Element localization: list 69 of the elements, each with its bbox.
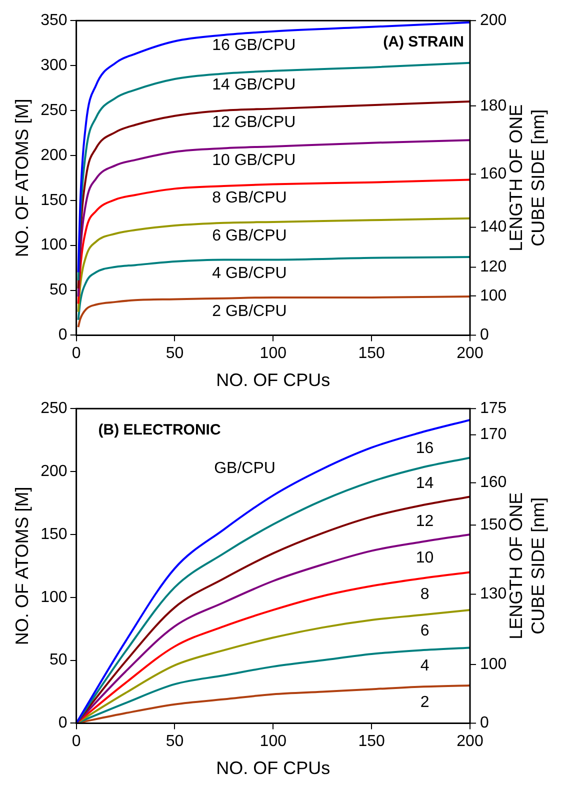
- x-tick-label: 150: [358, 733, 386, 750]
- x-tick-label: 50: [166, 733, 184, 750]
- series-label: 8 GB/CPU: [212, 190, 287, 207]
- y-tick-label: 50: [50, 652, 68, 669]
- text: 140: [480, 218, 507, 236]
- text: 0: [480, 714, 489, 732]
- y-tick-label: 250: [40, 400, 68, 418]
- text: 120: [480, 258, 507, 276]
- text: (A) STRAIN: [383, 34, 464, 51]
- series-label: 10: [416, 549, 434, 566]
- line-series: [77, 178, 470, 305]
- series-label: 6: [420, 622, 430, 640]
- text: 160: [480, 474, 507, 492]
- series-label: 6 GB/CPU: [212, 227, 287, 244]
- text: (B) ELECTRONIC: [98, 422, 221, 439]
- series-label: 10 GB/CPU: [212, 152, 296, 169]
- y-tick-label: 100: [40, 236, 68, 254]
- series-label: 16 GB/CPU: [212, 36, 296, 54]
- line-series: [77, 100, 470, 290]
- line-series: [77, 139, 470, 298]
- text: 100: [480, 656, 507, 673]
- text: 150: [480, 516, 507, 534]
- y-tick-label: 200: [40, 146, 68, 164]
- y-tick-label: 0: [58, 714, 68, 732]
- x-tick-label: 0: [72, 733, 81, 750]
- y-tick-label: 100: [40, 588, 68, 606]
- text: 170: [480, 426, 507, 444]
- series-label: 14: [416, 475, 434, 492]
- x-tick-label: 100: [260, 733, 287, 750]
- y-tick-label: 300: [40, 56, 68, 74]
- y2-axis-title: LENGTH OF ONE CUBE SIDE [nm]: [506, 104, 548, 252]
- text: 0: [480, 326, 489, 344]
- y-tick-label: 350: [40, 12, 68, 30]
- y-tick-label: 250: [40, 102, 68, 119]
- series-label: 2 GB/CPU: [212, 302, 287, 320]
- annotation: GB/CPU: [214, 460, 276, 478]
- y-tick-label: 150: [40, 192, 68, 209]
- series-label: 16: [416, 440, 434, 457]
- text: 160: [480, 166, 507, 183]
- x-tick-label: 50: [166, 345, 184, 362]
- series-label: 12: [416, 512, 434, 530]
- text: 200: [480, 12, 507, 30]
- x-tick-label: 0: [72, 345, 81, 362]
- y-tick-label: 0: [58, 326, 68, 344]
- series-label: 14 GB/CPU: [212, 76, 296, 94]
- y-axis-title: NO. OF ATOMS [M]: [12, 98, 32, 258]
- y-tick-label: 200: [40, 462, 68, 480]
- y-axis-title: NO. OF ATOMS [M]: [12, 486, 32, 646]
- series-label: 2: [420, 694, 430, 712]
- x-axis-title: NO. OF CPUs: [216, 758, 330, 778]
- text: 180: [480, 97, 507, 114]
- x-tick-label: 200: [456, 733, 484, 750]
- series-label: 8: [420, 586, 430, 603]
- x-axis-title: NO. OF CPUs: [216, 370, 330, 390]
- line-series: [77, 62, 470, 282]
- line-series: [77, 256, 470, 321]
- series-label: 4: [420, 658, 430, 675]
- x-tick-label: 100: [260, 345, 287, 362]
- series-label: 4 GB/CPU: [212, 265, 287, 282]
- text: 100: [480, 287, 507, 304]
- x-tick-label: 200: [456, 345, 484, 362]
- x-tick-label: 150: [358, 345, 386, 362]
- series-label: 12 GB/CPU: [212, 114, 296, 132]
- text: 175: [480, 400, 507, 418]
- y-tick-label: 150: [40, 526, 68, 543]
- text: 130: [480, 586, 507, 603]
- y-tick-label: 50: [50, 282, 68, 299]
- line-series: [77, 296, 470, 328]
- y2-axis-title: LENGTH OF ONE CUBE SIDE [nm]: [506, 492, 548, 640]
